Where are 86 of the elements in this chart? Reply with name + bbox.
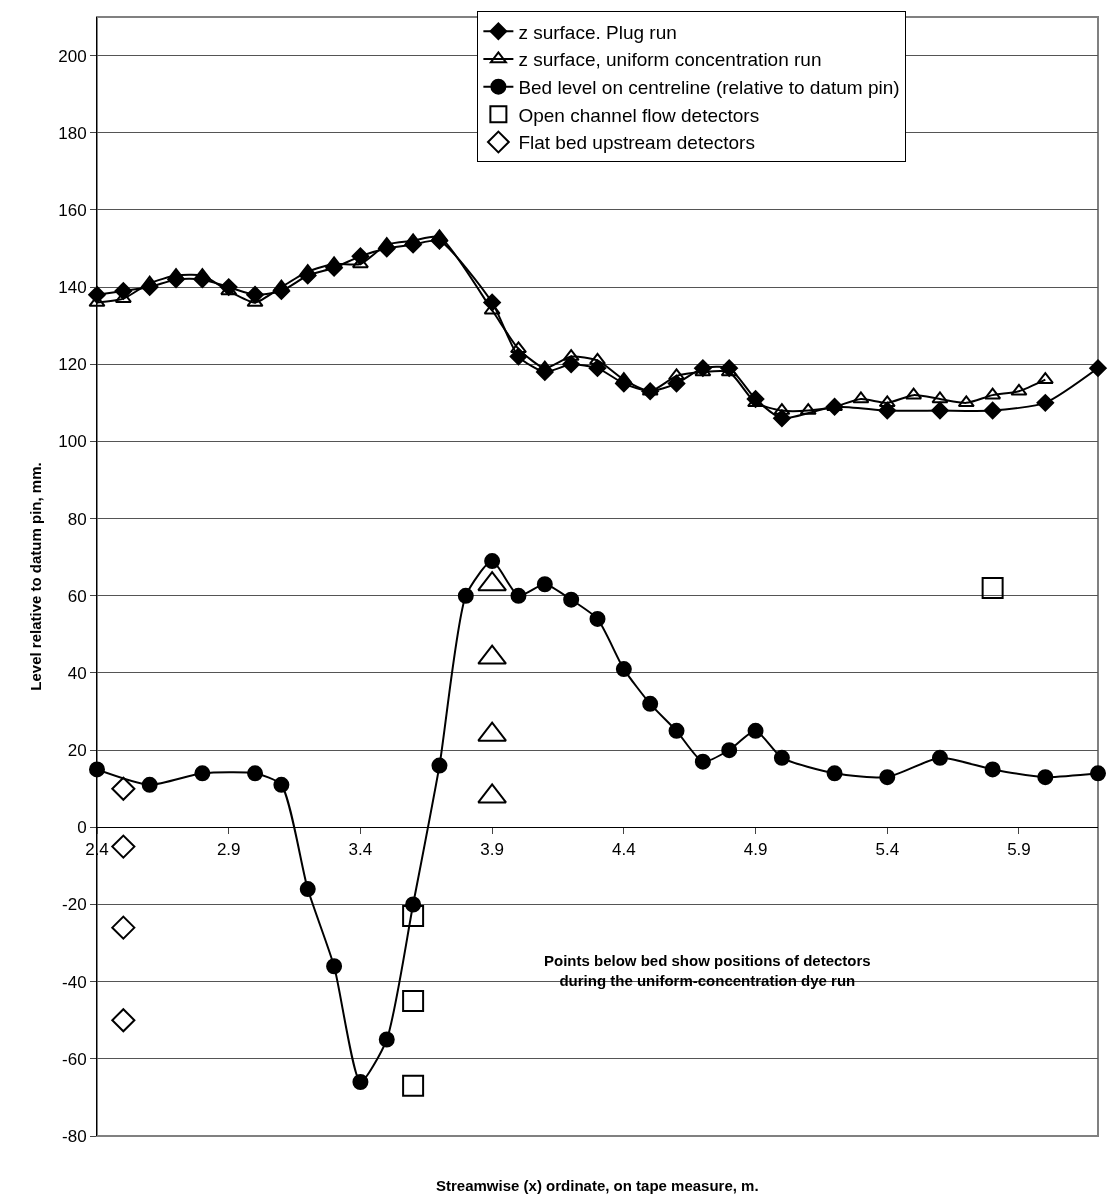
point xyxy=(326,958,343,975)
point xyxy=(111,776,136,801)
point xyxy=(1036,394,1055,412)
legend-label: Flat bed upstream detectors xyxy=(518,132,755,154)
y-tick-label: 180 xyxy=(58,123,87,143)
legend-label: Bed level on centreline (relative to datum pin) xyxy=(518,77,900,99)
point xyxy=(378,1031,395,1048)
x-tick-label: 5.9 xyxy=(1007,839,1031,859)
point xyxy=(325,256,343,269)
point xyxy=(247,765,264,782)
point xyxy=(773,749,790,766)
point xyxy=(536,360,554,373)
point xyxy=(984,387,1002,400)
y-axis-title: Level relative to datum pin, mm. xyxy=(27,462,45,691)
y-tick-label: 20 xyxy=(67,741,87,761)
point xyxy=(879,769,896,786)
point xyxy=(667,374,686,393)
legend-label: z surface. Plug run xyxy=(518,21,677,43)
y-tick-label: -60 xyxy=(62,1049,87,1069)
point xyxy=(404,233,422,246)
point xyxy=(563,591,580,608)
y-tick-label: 100 xyxy=(58,432,87,452)
point xyxy=(194,765,211,782)
point xyxy=(826,765,843,782)
point xyxy=(1090,765,1106,782)
point xyxy=(402,1074,425,1097)
point xyxy=(536,576,553,593)
point xyxy=(510,587,527,604)
point xyxy=(905,387,923,400)
point xyxy=(141,776,158,793)
y-tick-label: 80 xyxy=(67,509,87,529)
point xyxy=(957,395,975,408)
x-tick-label: 3.9 xyxy=(480,839,504,859)
x-tick-label: 4.9 xyxy=(743,839,768,859)
point xyxy=(111,834,136,859)
point xyxy=(931,749,948,766)
point xyxy=(457,587,474,604)
point xyxy=(984,761,1001,778)
point xyxy=(668,368,686,381)
point xyxy=(141,275,159,288)
point xyxy=(509,341,527,354)
point xyxy=(111,915,136,940)
point xyxy=(273,776,290,793)
y-tick-label: 140 xyxy=(58,278,87,298)
x-tick-label: 5.4 xyxy=(875,839,900,859)
legend-label: z surface, uniform concentration run xyxy=(518,49,822,71)
point xyxy=(1037,769,1054,786)
y-tick-label: 60 xyxy=(67,586,87,606)
point xyxy=(694,753,711,770)
point xyxy=(668,722,685,739)
point xyxy=(402,989,425,1012)
point xyxy=(878,395,896,408)
point xyxy=(931,401,949,420)
point xyxy=(430,229,448,242)
point xyxy=(402,905,425,928)
point xyxy=(747,722,764,739)
point xyxy=(272,279,290,292)
legend-label: Open channel flow detectors xyxy=(518,104,760,126)
point xyxy=(852,391,870,404)
y-tick-label: 0 xyxy=(77,818,87,838)
point xyxy=(721,742,738,759)
y-tick-label: -20 xyxy=(62,895,87,915)
point xyxy=(931,391,949,404)
point xyxy=(1089,359,1107,377)
point xyxy=(89,761,105,778)
point xyxy=(642,695,659,712)
x-tick-label: 3.4 xyxy=(348,839,373,859)
y-tick-label: 120 xyxy=(58,355,87,375)
point xyxy=(1010,383,1028,396)
point xyxy=(983,401,1002,420)
point xyxy=(352,1073,369,1090)
point xyxy=(111,1008,136,1033)
y-tick-label: 200 xyxy=(58,46,87,66)
y-tick-label: 40 xyxy=(67,663,87,683)
y-tick-label: -80 xyxy=(62,1126,87,1146)
point xyxy=(484,553,501,570)
y-tick-label: 160 xyxy=(58,200,87,220)
point xyxy=(589,610,606,627)
point xyxy=(981,577,1004,600)
x-tick-label: 2.9 xyxy=(216,839,241,859)
x-axis-title: Streamwise (x) ordinate, on tape measure, m. xyxy=(436,1177,759,1194)
y-tick-label: -40 xyxy=(62,972,87,992)
point xyxy=(615,661,632,678)
x-tick-label: 4.4 xyxy=(612,839,636,859)
point xyxy=(299,881,316,898)
point xyxy=(431,757,448,774)
